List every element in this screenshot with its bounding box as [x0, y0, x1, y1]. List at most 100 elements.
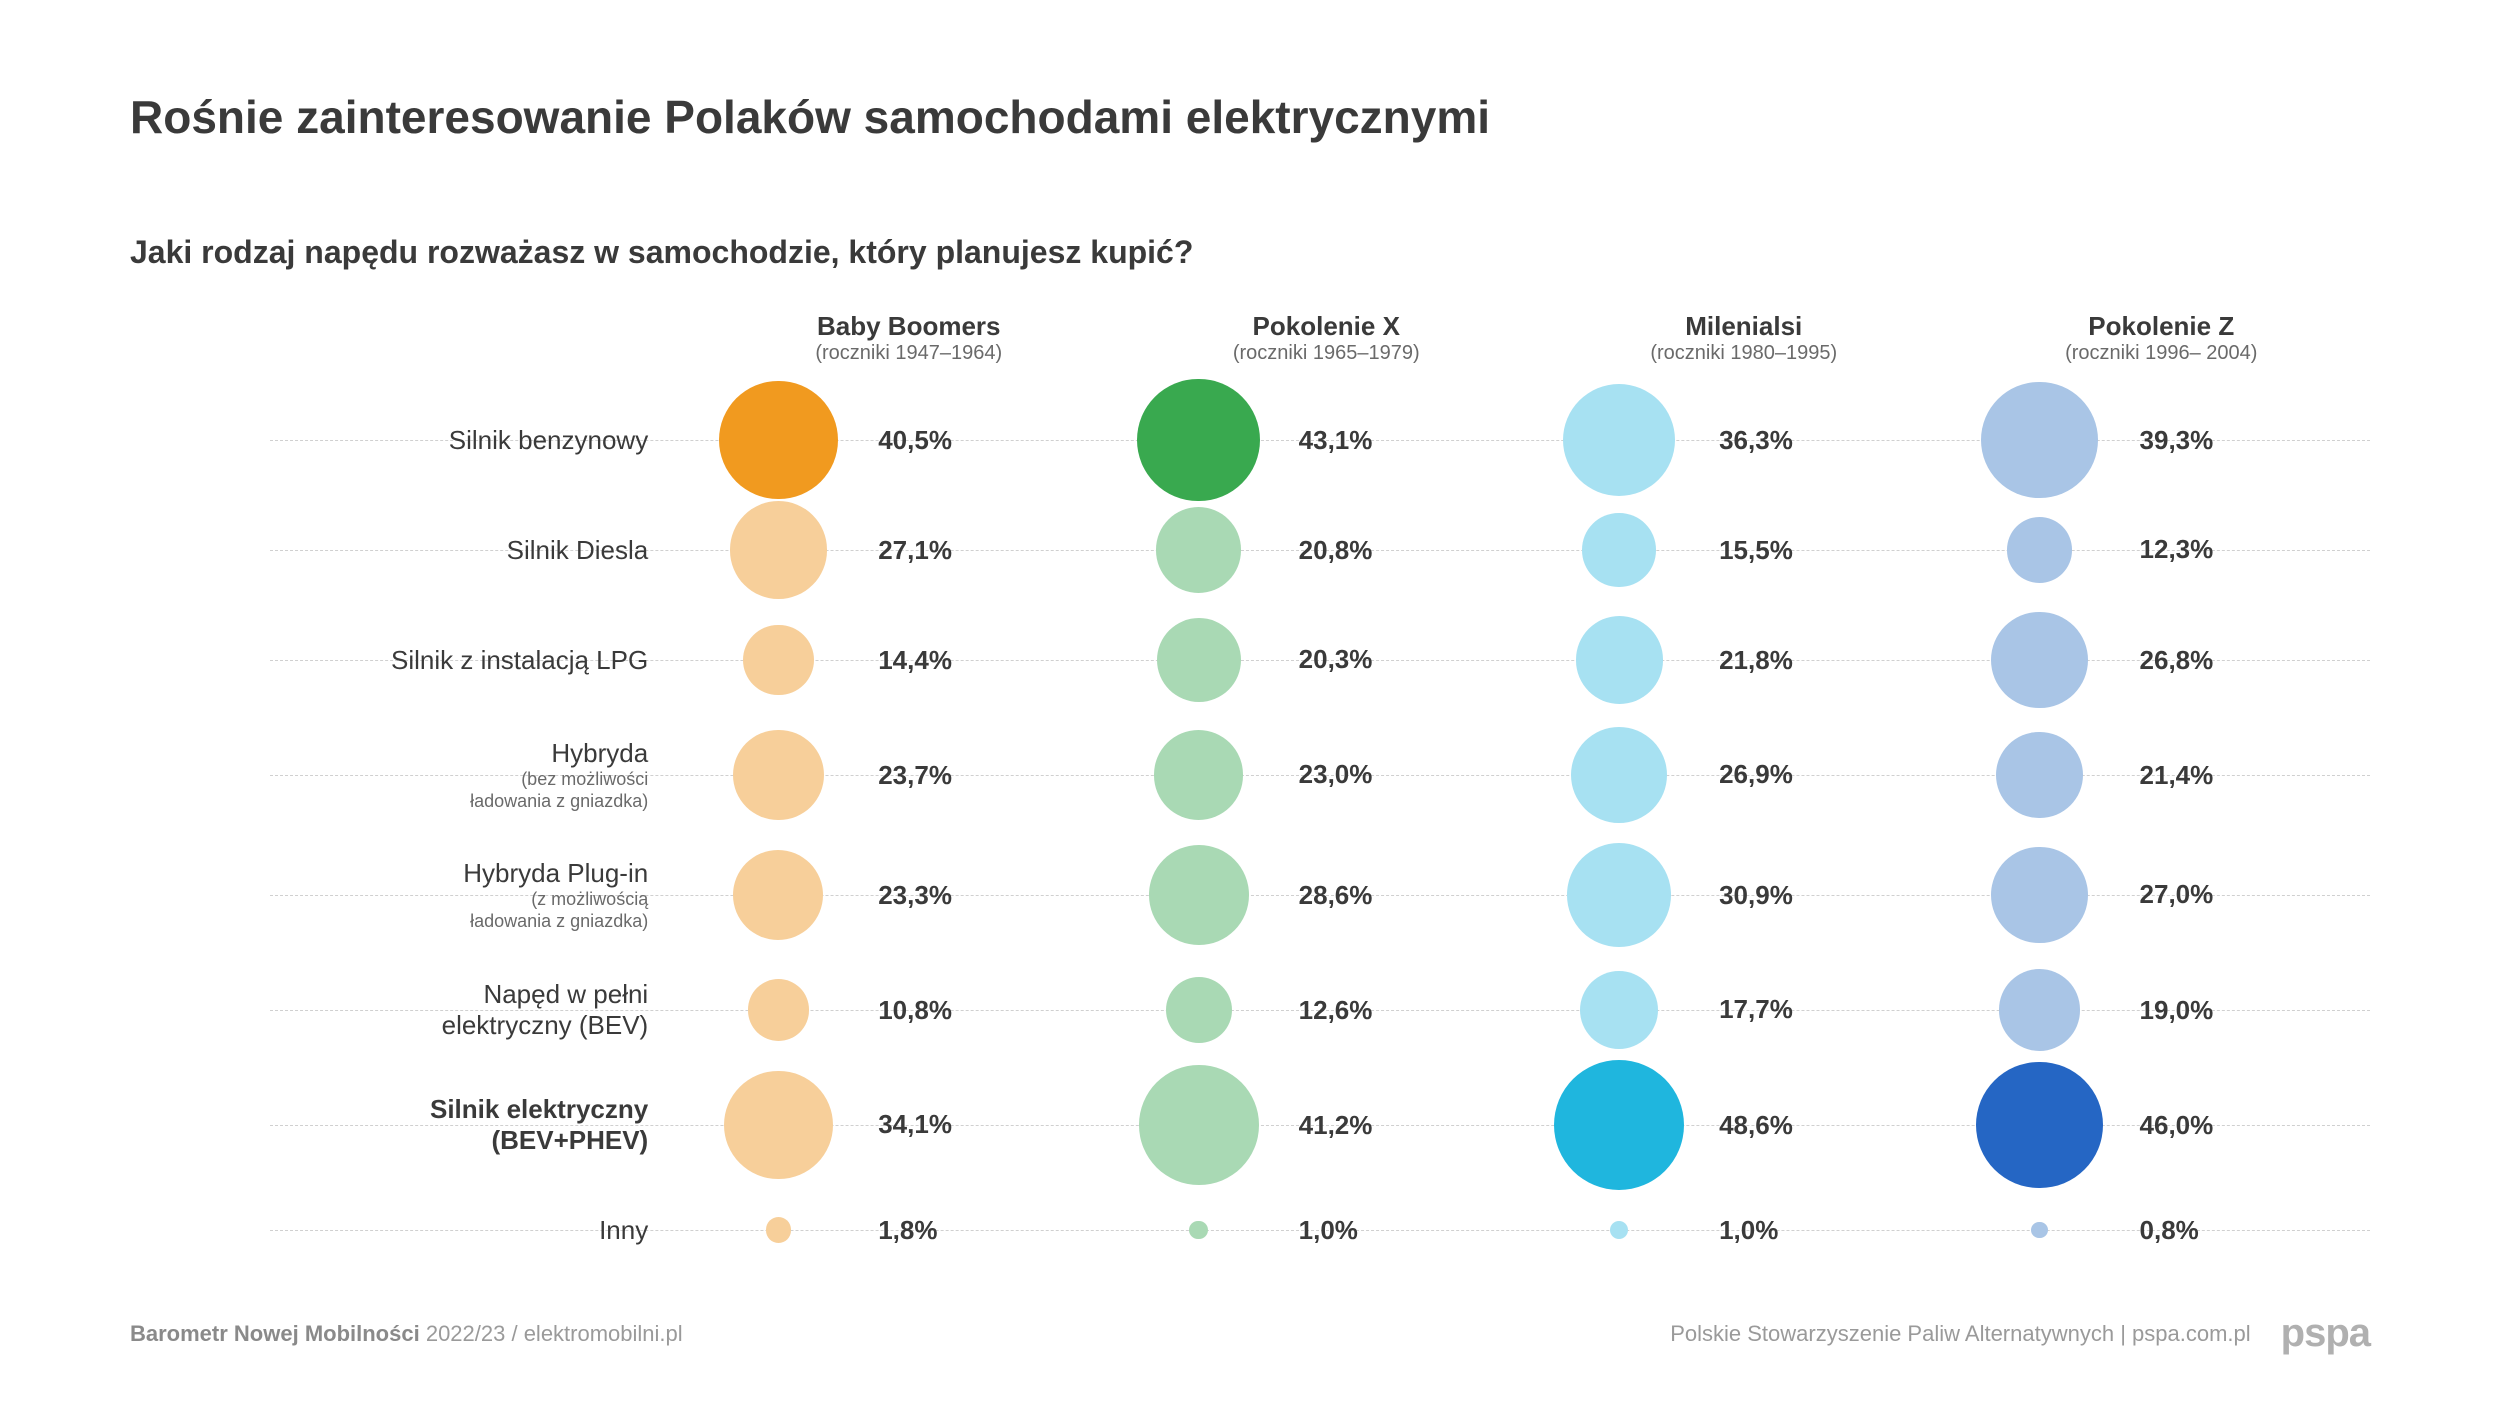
- bubble-wrap: [688, 1071, 868, 1180]
- bubble-wrap: [1950, 1062, 2130, 1188]
- chart-cell: 21,4%: [1950, 732, 2370, 818]
- bubble: [1189, 1221, 1208, 1240]
- bubble-wrap: [1109, 977, 1289, 1043]
- footer-left: Barometr Nowej Mobilności 2022/23 / elek…: [130, 1321, 683, 1347]
- bubble: [766, 1217, 791, 1242]
- chart-cell: 26,8%: [1950, 612, 2370, 709]
- bubble-wrap: [1109, 379, 1289, 501]
- main-title: Rośnie zainteresowanie Polaków samochoda…: [130, 90, 2370, 144]
- bubble: [1567, 843, 1671, 947]
- bubble-wrap: [688, 1217, 868, 1242]
- bubble: [1154, 730, 1243, 819]
- generation-name: Pokolenie X: [1118, 311, 1536, 342]
- cell-value: 30,9%: [1719, 880, 1793, 911]
- row-label: Silnik Diesla: [130, 535, 688, 566]
- cell-value: 19,0%: [2140, 995, 2214, 1026]
- bubble-wrap: [1529, 1060, 1709, 1190]
- chart-cell: 19,0%: [1950, 969, 2370, 1050]
- bubble-wrap: [1529, 616, 1709, 703]
- chart-cell: 21,8%: [1529, 616, 1949, 703]
- bubble-wrap: [1950, 517, 2130, 582]
- chart-cell: 43,1%: [1109, 379, 1529, 501]
- chart-cell: 0,8%: [1950, 1215, 2370, 1246]
- cell-value: 1,8%: [878, 1215, 937, 1246]
- bubble: [730, 501, 827, 598]
- bubble: [1156, 507, 1241, 592]
- bubble-wrap: [688, 979, 868, 1040]
- generation-name: Baby Boomers: [700, 311, 1118, 342]
- chart-cell: 46,0%: [1950, 1062, 2370, 1188]
- row-label-main: Silnik elektryczny(BEV+PHEV): [130, 1094, 648, 1156]
- chart-cell: 36,3%: [1529, 384, 1949, 496]
- bubble: [719, 381, 838, 500]
- chart-cell: 12,6%: [1109, 977, 1529, 1043]
- bubble: [1149, 845, 1249, 945]
- chart-cell: 23,0%: [1109, 730, 1529, 819]
- bubble: [1157, 618, 1241, 702]
- cell-value: 40,5%: [878, 425, 952, 456]
- bubble: [1576, 616, 1663, 703]
- bubble: [2031, 1222, 2048, 1239]
- bubble-wrap: [688, 850, 868, 940]
- generation-years: (roczniki 1996– 2004): [1953, 342, 2371, 365]
- cell-value: 27,1%: [878, 535, 952, 566]
- chart-cell: 48,6%: [1529, 1060, 1949, 1190]
- bubble-wrap: [1109, 1221, 1289, 1240]
- chart-row: Hybryda(bez możliwościładowania z gniazd…: [130, 715, 2370, 835]
- bubble: [1976, 1062, 2102, 1188]
- bubble: [733, 730, 824, 821]
- cell-value: 12,3%: [2140, 534, 2214, 565]
- bubble: [1571, 727, 1668, 824]
- bubble-wrap: [1109, 845, 1289, 945]
- cell-value: 20,3%: [1299, 644, 1373, 675]
- bubble: [1996, 732, 2082, 818]
- bubble: [724, 1071, 833, 1180]
- cell-value: 26,8%: [2140, 645, 2214, 676]
- chart-cell: 20,3%: [1109, 618, 1529, 702]
- row-label-sub: (bez możliwościładowania z gniazdka): [130, 769, 648, 812]
- chart-cell: 40,5%: [688, 381, 1108, 500]
- cell-value: 10,8%: [878, 995, 952, 1026]
- chart-cell: 34,1%: [688, 1071, 1108, 1180]
- bubble-wrap: [1950, 612, 2130, 709]
- bubble: [1166, 977, 1232, 1043]
- chart-cell: 10,8%: [688, 979, 1108, 1040]
- cell-value: 20,8%: [1299, 535, 1373, 566]
- footer-org: Polskie Stowarzyszenie Paliw Alternatywn…: [1670, 1321, 2250, 1347]
- chart-row: Silnik elektryczny(BEV+PHEV)34,1%41,2%48…: [130, 1065, 2370, 1185]
- generation-name: Pokolenie Z: [1953, 311, 2371, 342]
- cell-value: 21,8%: [1719, 645, 1793, 676]
- footer-source-rest: 2022/23 / elektromobilni.pl: [420, 1321, 683, 1346]
- bubble-wrap: [1529, 843, 1709, 947]
- chart-row: Napęd w pełnielektryczny (BEV)10,8%12,6%…: [130, 955, 2370, 1065]
- bubble: [1580, 971, 1658, 1049]
- chart-cell: 27,0%: [1950, 847, 2370, 944]
- chart-cell: 23,7%: [688, 730, 1108, 821]
- cell-value: 17,7%: [1719, 994, 1793, 1025]
- chart-cell: 1,0%: [1529, 1215, 1949, 1246]
- cell-value: 1,0%: [1299, 1215, 1358, 1246]
- bubble: [1991, 612, 2088, 709]
- cell-value: 23,7%: [878, 760, 952, 791]
- bubble: [1563, 384, 1675, 496]
- chart-row: Inny1,8%1,0%1,0%0,8%: [130, 1185, 2370, 1275]
- bubble-wrap: [1950, 732, 2130, 818]
- bubble: [733, 850, 823, 940]
- generation-name: Milenialsi: [1535, 311, 1953, 342]
- bubble-wrap: [1529, 971, 1709, 1049]
- bubble-wrap: [1950, 1222, 2130, 1239]
- bubble: [1137, 379, 1259, 501]
- bubble-wrap: [688, 501, 868, 598]
- cell-value: 15,5%: [1719, 535, 1793, 566]
- bubble-wrap: [1109, 1065, 1289, 1185]
- chart-cell: 27,1%: [688, 501, 1108, 598]
- chart-cell: 26,9%: [1529, 727, 1949, 824]
- row-label: Silnik benzynowy: [130, 425, 688, 456]
- cell-value: 23,0%: [1299, 759, 1373, 790]
- cell-value: 34,1%: [878, 1109, 952, 1140]
- footer-right: Polskie Stowarzyszenie Paliw Alternatywn…: [1670, 1311, 2370, 1356]
- cell-value: 39,3%: [2140, 425, 2214, 456]
- generation-years: (roczniki 1947–1964): [700, 342, 1118, 365]
- chart-row: Silnik z instalacją LPG14,4%20,3%21,8%26…: [130, 605, 2370, 715]
- row-label-main: Silnik Diesla: [130, 535, 648, 566]
